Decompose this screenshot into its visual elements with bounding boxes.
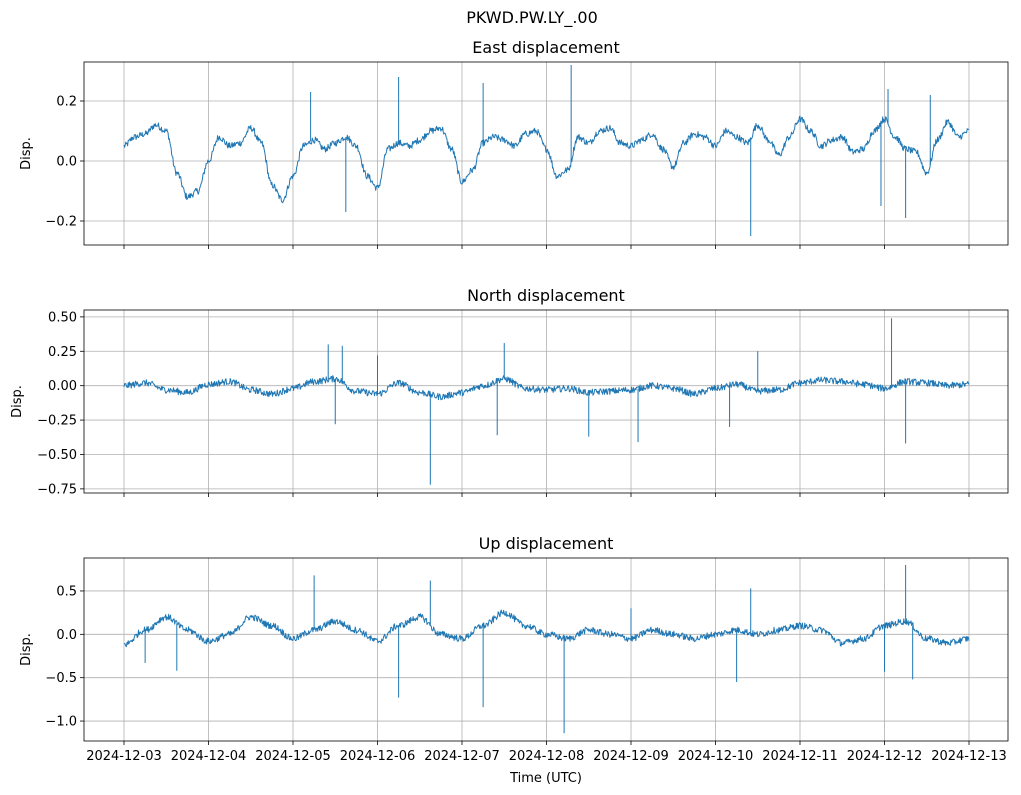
panel-2: 2024-12-03 2024-12-04 2024-12-05 2024-12-06… [19, 534, 1009, 764]
x-tick-label: 2024-12-11 [762, 749, 838, 764]
y-axis-label: Disp. [19, 137, 34, 170]
y-tick-label: 0.25 [48, 345, 77, 360]
axes-frame [83, 309, 1009, 494]
y-tick-label: 0.00 [48, 379, 77, 394]
figure-suptitle: PKWD.PW.LY_.00 [466, 8, 598, 28]
x-tick-label: 2024-12-08 [509, 749, 585, 764]
x-tick-label: 2024-12-06 [340, 749, 416, 764]
panel-1: −0.75 −0.50 −0.25 0.00 0.25 0.50 North displac… [10, 286, 1009, 497]
y-tick-label: −0.2 [45, 215, 77, 230]
y-tick-label: 0.0 [56, 628, 77, 643]
x-tick-label: 2024-12-10 [678, 749, 754, 764]
x-tick-label: 2024-12-07 [424, 749, 500, 764]
panel-title: Up displacement [479, 534, 614, 553]
axes-frame [83, 61, 1009, 246]
y-tick-label: 0.2 [56, 95, 77, 110]
y-tick-label: −0.25 [37, 414, 77, 429]
panel-title: North displacement [467, 286, 625, 305]
x-tick-label: 2024-12-05 [255, 749, 331, 764]
y-tick-label: −1.0 [45, 715, 77, 730]
y-tick-label: −0.5 [45, 671, 77, 686]
panel-0: −0.2 0.0 0.2 East displacement Disp. [19, 38, 1009, 249]
series-line [123, 375, 970, 401]
y-tick-label: 0.50 [48, 310, 77, 325]
x-tick-label: 2024-12-09 [593, 749, 669, 764]
axes-frame [83, 557, 1009, 742]
series-line [123, 609, 970, 648]
series-line [123, 115, 970, 204]
x-tick-label: 2024-12-04 [171, 749, 247, 764]
panel-title: East displacement [472, 38, 619, 57]
x-tick-label: 2024-12-13 [931, 749, 1007, 764]
y-tick-label: 0.0 [56, 155, 77, 170]
x-tick-label: 2024-12-12 [847, 749, 923, 764]
x-tick-label: 2024-12-03 [86, 749, 162, 764]
y-tick-label: 0.5 [56, 584, 77, 599]
y-axis-label: Disp. [19, 633, 34, 666]
y-axis-label: Disp. [10, 385, 25, 418]
y-tick-label: −0.50 [37, 448, 77, 463]
x-axis-label: Time (UTC) [509, 771, 582, 786]
y-tick-label: −0.75 [37, 482, 77, 497]
